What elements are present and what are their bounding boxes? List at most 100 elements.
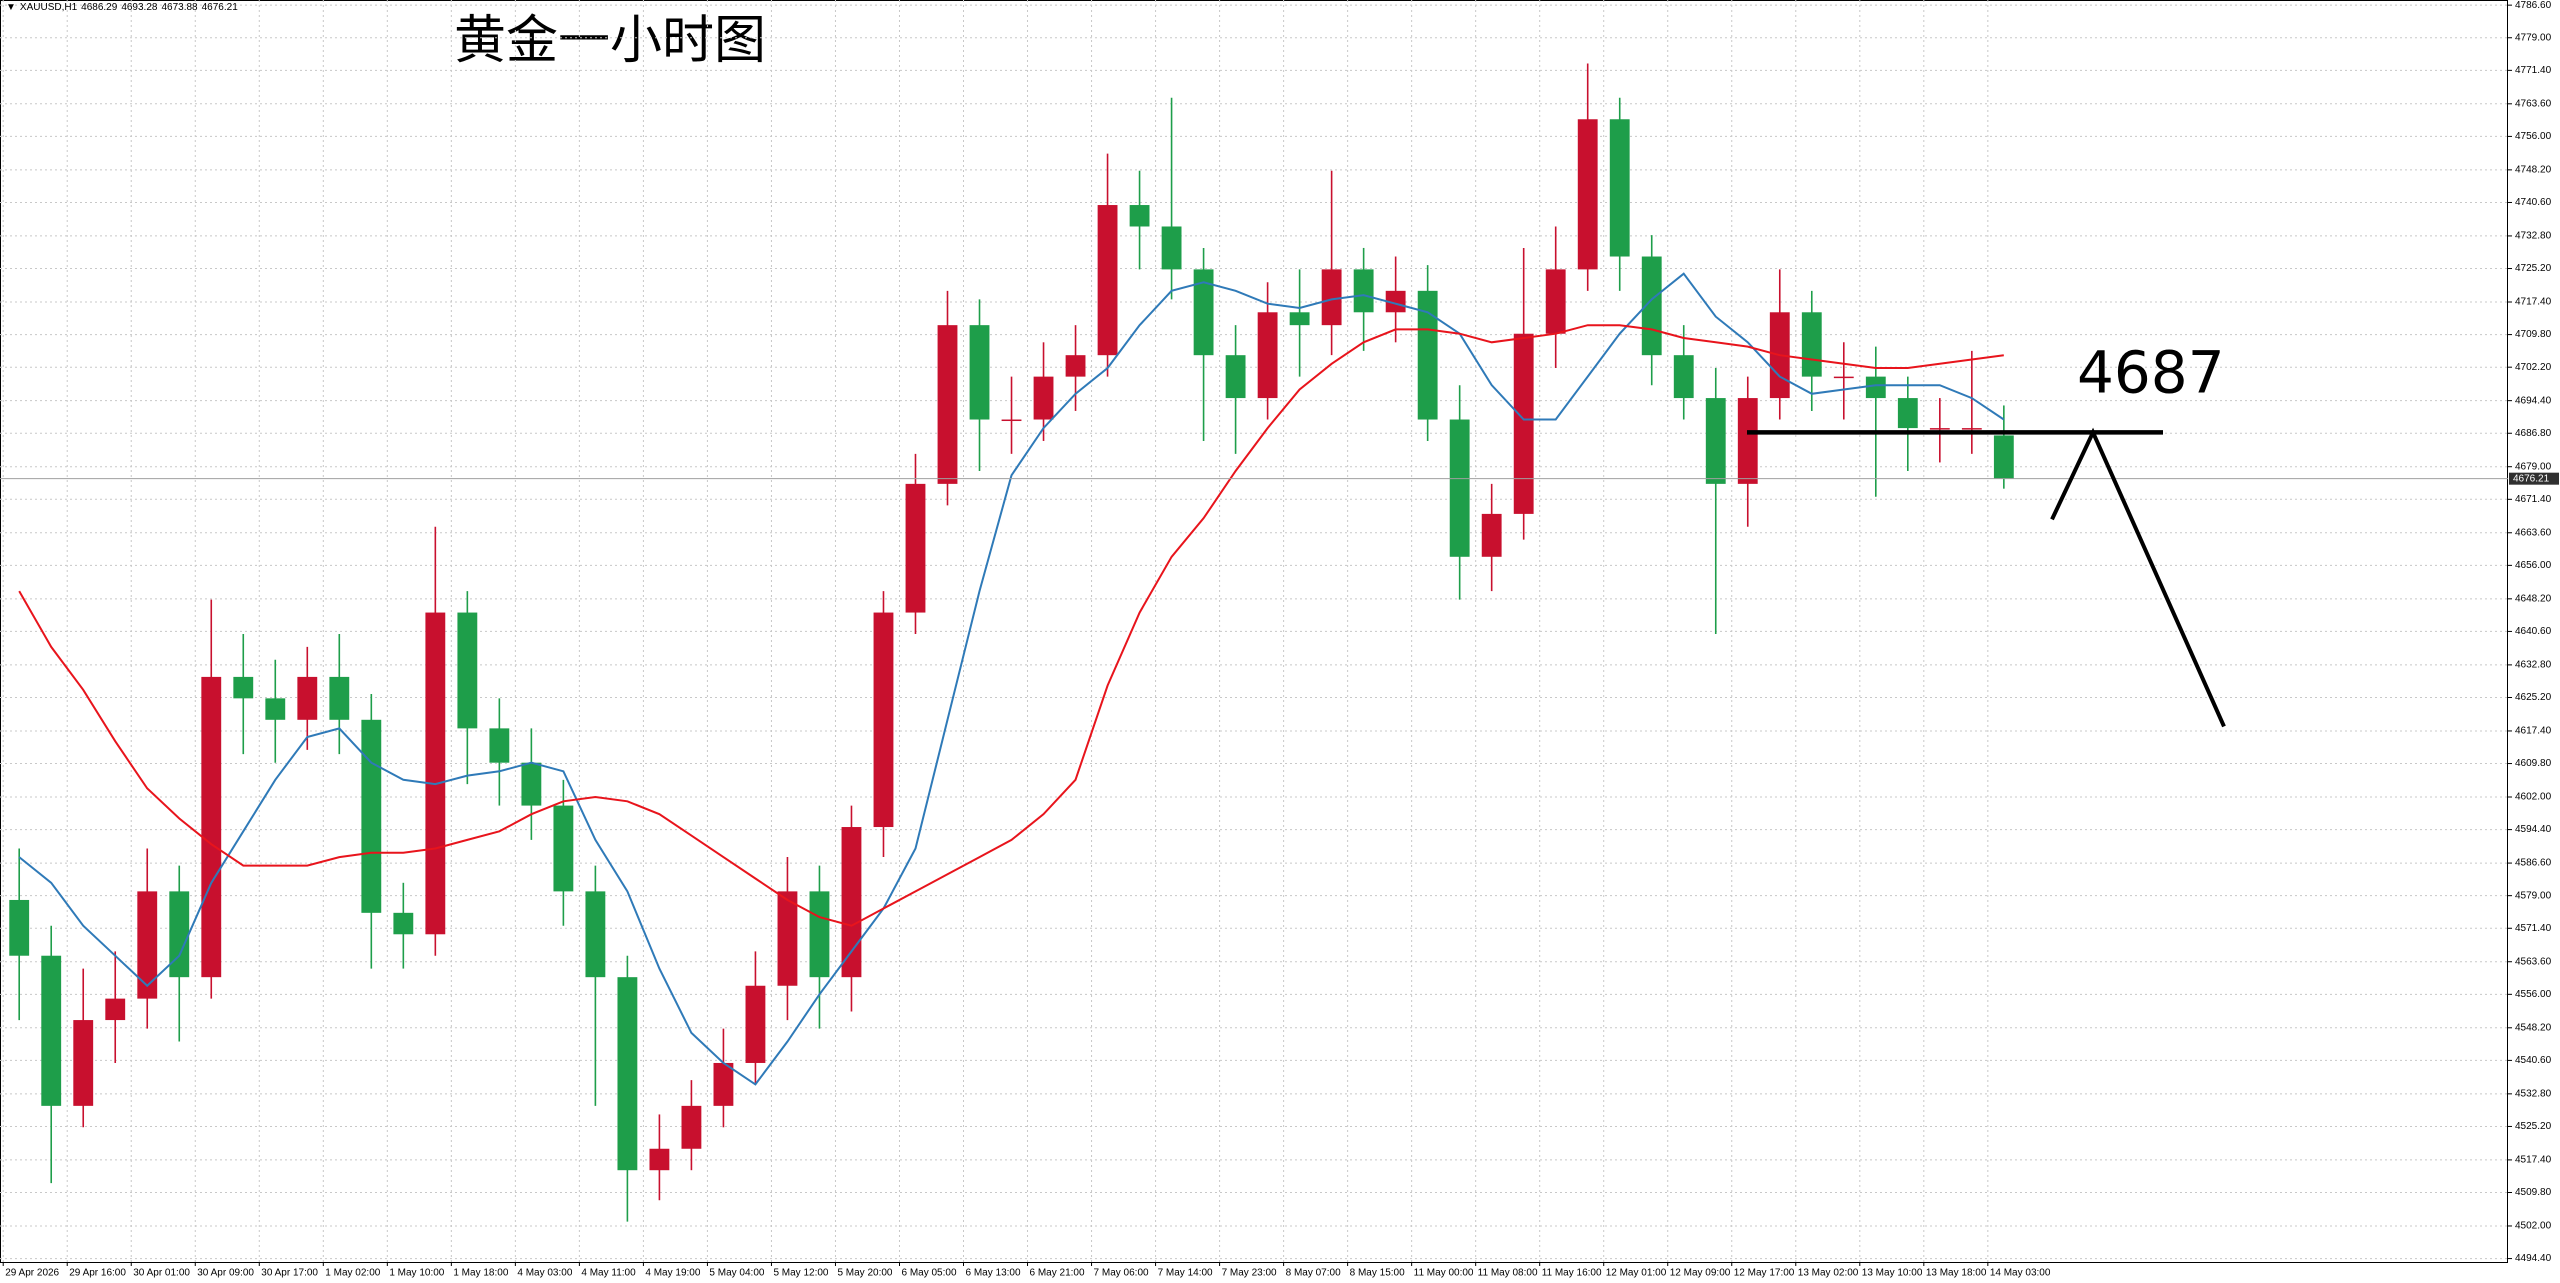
candle-body — [137, 891, 158, 999]
candle-body — [1065, 355, 1086, 377]
y-tick-label: 4779.00 — [2515, 32, 2552, 43]
y-tick-label: 4579.00 — [2515, 890, 2552, 901]
y-tick-label: 4494.40 — [2515, 1253, 2552, 1264]
candle-body — [1417, 290, 1438, 420]
candle-body — [329, 676, 350, 720]
x-tick-label: 5 May 04:00 — [709, 1268, 764, 1279]
candle-body — [361, 719, 382, 913]
y-tick-label: 4686.80 — [2515, 428, 2552, 439]
candle-body — [1353, 269, 1374, 313]
candle-body — [1609, 119, 1630, 257]
candle-body — [1673, 355, 1694, 399]
ohlc-open: 4686.29 — [81, 2, 118, 13]
y-tick-label: 4717.40 — [2515, 297, 2552, 308]
y-tick-label: 4648.20 — [2515, 593, 2552, 604]
x-tick-label: 11 May 16:00 — [1542, 1268, 1602, 1279]
x-tick-label: 1 May 10:00 — [389, 1268, 444, 1279]
x-tick-label: 11 May 08:00 — [1478, 1268, 1538, 1279]
x-tick-label: 13 May 10:00 — [1862, 1268, 1923, 1279]
candle-body — [1097, 205, 1118, 356]
x-tick-label: 1 May 02:00 — [325, 1268, 380, 1279]
y-tick-label: 4656.00 — [2515, 560, 2552, 571]
x-tick-label: 13 May 18:00 — [1926, 1268, 1987, 1279]
candle-body — [969, 325, 990, 420]
x-tick-label: 12 May 09:00 — [1670, 1268, 1731, 1279]
menu-triangle[interactable]: ▼ — [6, 2, 16, 13]
y-tick-label: 4725.20 — [2515, 263, 2552, 274]
y-tick-label: 4602.00 — [2515, 792, 2552, 803]
candle-body — [553, 805, 574, 892]
candle-body — [681, 1105, 702, 1149]
y-tick-label: 4563.60 — [2515, 956, 2552, 967]
candle-body — [1833, 376, 1854, 379]
x-tick-label: 7 May 14:00 — [1158, 1268, 1213, 1279]
x-tick-label: 13 May 02:00 — [1798, 1268, 1859, 1279]
price-tag — [2509, 472, 2559, 485]
candle-body — [169, 891, 190, 978]
x-tick-label: 6 May 13:00 — [966, 1268, 1021, 1279]
candle-body — [713, 1062, 734, 1106]
candle-body — [1129, 205, 1150, 227]
candle-body — [937, 325, 958, 484]
x-tick-label: 12 May 01:00 — [1606, 1268, 1667, 1279]
candle-body — [297, 676, 318, 720]
y-tick-label: 4617.40 — [2515, 726, 2552, 737]
candle-body — [201, 676, 222, 978]
x-tick-label: 4 May 19:00 — [645, 1268, 700, 1279]
y-tick-label: 4594.40 — [2515, 824, 2552, 835]
candle-body — [425, 612, 446, 935]
candle-body — [1161, 226, 1182, 270]
ohlc-low: 4673.88 — [161, 2, 198, 13]
y-tick-label: 4709.80 — [2515, 329, 2552, 340]
annotation-label: 4687 — [2077, 339, 2225, 407]
candle-body — [105, 998, 126, 1021]
x-tick-label: 12 May 17:00 — [1734, 1268, 1795, 1279]
x-tick-label: 1 May 18:00 — [453, 1268, 508, 1279]
y-tick-label: 4525.20 — [2515, 1121, 2552, 1132]
candle-body — [905, 483, 926, 613]
y-tick-label: 4740.60 — [2515, 197, 2552, 208]
price-tag-label: 4676.21 — [2513, 473, 2550, 484]
candle-body — [1193, 269, 1214, 356]
x-tick-label: 11 May 00:00 — [1414, 1268, 1474, 1279]
y-tick-label: 4556.00 — [2515, 989, 2552, 1000]
candle-body — [1737, 398, 1758, 484]
candle-body — [1001, 419, 1022, 422]
candle-body — [1993, 435, 2014, 479]
y-tick-label: 4732.80 — [2515, 231, 2552, 242]
trend-sketch — [2050, 427, 2226, 728]
moving-average — [18, 272, 2005, 1086]
candle-body — [1225, 355, 1246, 399]
candle-body — [1513, 333, 1534, 514]
y-tick-label: 4702.20 — [2515, 362, 2552, 373]
candle-body — [745, 985, 766, 1063]
y-tick-label: 4632.80 — [2515, 660, 2552, 671]
candle-body — [1961, 428, 1982, 430]
candle-body — [521, 762, 542, 806]
candle-body — [1545, 269, 1566, 334]
ohlc-high: 4693.28 — [121, 2, 158, 13]
y-tick-label: 4640.60 — [2515, 626, 2552, 637]
y-tick-label: 4771.40 — [2515, 65, 2552, 76]
x-tick-label: 7 May 23:00 — [1222, 1268, 1277, 1279]
x-tick-label: 6 May 05:00 — [901, 1268, 956, 1279]
x-tick-label: 29 Apr 16:00 — [69, 1268, 126, 1279]
y-tick-label: 4532.80 — [2515, 1088, 2552, 1099]
candle-body — [265, 698, 286, 720]
x-tick-label: 6 May 21:00 — [1030, 1268, 1085, 1279]
candle-body — [73, 1020, 94, 1106]
x-tick-label: 8 May 07:00 — [1286, 1268, 1341, 1279]
candle-body — [1801, 312, 1822, 377]
moving-average — [18, 324, 2004, 927]
candle-body — [873, 612, 894, 828]
y-tick-label: 4679.00 — [2515, 461, 2552, 472]
y-tick-label: 4625.20 — [2515, 692, 2552, 703]
candle-body — [617, 977, 638, 1171]
candle-body — [1321, 269, 1342, 326]
y-tick-label: 4786.60 — [2515, 0, 2552, 11]
x-tick-label: 7 May 06:00 — [1094, 1268, 1149, 1279]
candle-body — [1705, 398, 1726, 484]
y-tick-label: 4586.60 — [2515, 858, 2552, 869]
